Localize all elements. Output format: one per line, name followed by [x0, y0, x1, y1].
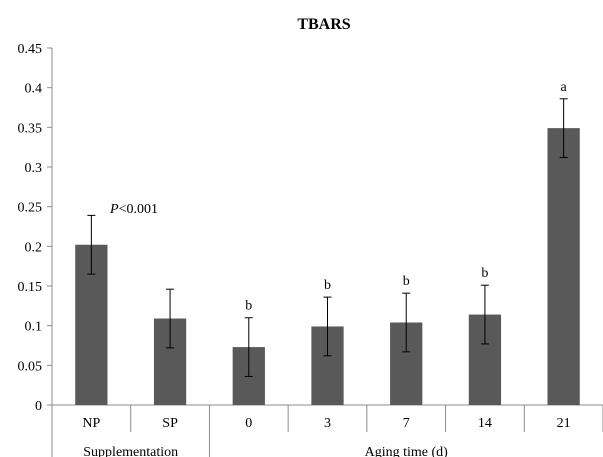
x-group-label: Supplementation [83, 445, 178, 457]
significance-letter: b [324, 278, 331, 293]
x-category-label: 3 [324, 416, 331, 431]
y-tick-label: 0.35 [18, 121, 43, 136]
p-value-annotation: P<0.001 [109, 202, 158, 217]
y-tick-label: 0.45 [18, 42, 43, 57]
y-tick-label: 0 [35, 399, 42, 414]
x-category-label: SP [162, 416, 178, 431]
x-axis-categories: NP SP 0 3 7 14 21 [51, 405, 603, 457]
error-bars-layer [87, 98, 568, 377]
p-value-italic: P [109, 202, 119, 217]
x-category-label: 7 [403, 416, 410, 431]
x-category-label: 14 [478, 416, 492, 431]
y-tick-label: 0.2 [25, 240, 43, 255]
significance-letter: b [245, 299, 252, 314]
x-category-label: NP [82, 416, 100, 431]
y-tick-label: 0.15 [18, 280, 43, 295]
x-group-label: Aging time (d) [365, 445, 449, 457]
significance-letter: b [481, 266, 488, 281]
y-tick-label: 0.25 [18, 201, 43, 216]
y-tick-label: 0.4 [25, 82, 43, 97]
x-axis-groups: Supplementation Aging time (d) [83, 445, 448, 457]
chart-title: TBARS [297, 16, 350, 33]
bar-21 [547, 128, 580, 406]
significance-letters-layer: b b b b a [245, 80, 567, 314]
significance-letter: b [403, 274, 410, 289]
y-axis-ticks: 0 0.05 0.1 0.15 0.2 0.25 0.3 0.35 0.4 0.45 [18, 42, 52, 414]
y-tick-label: 0.1 [25, 320, 43, 335]
x-category-label: 21 [557, 416, 571, 431]
bars-layer [75, 128, 580, 406]
x-category-label: 0 [245, 416, 252, 431]
y-tick-label: 0.3 [25, 161, 43, 176]
p-value-rest: <0.001 [119, 202, 158, 217]
significance-letter: a [561, 80, 568, 95]
y-tick-label: 0.05 [18, 359, 43, 374]
